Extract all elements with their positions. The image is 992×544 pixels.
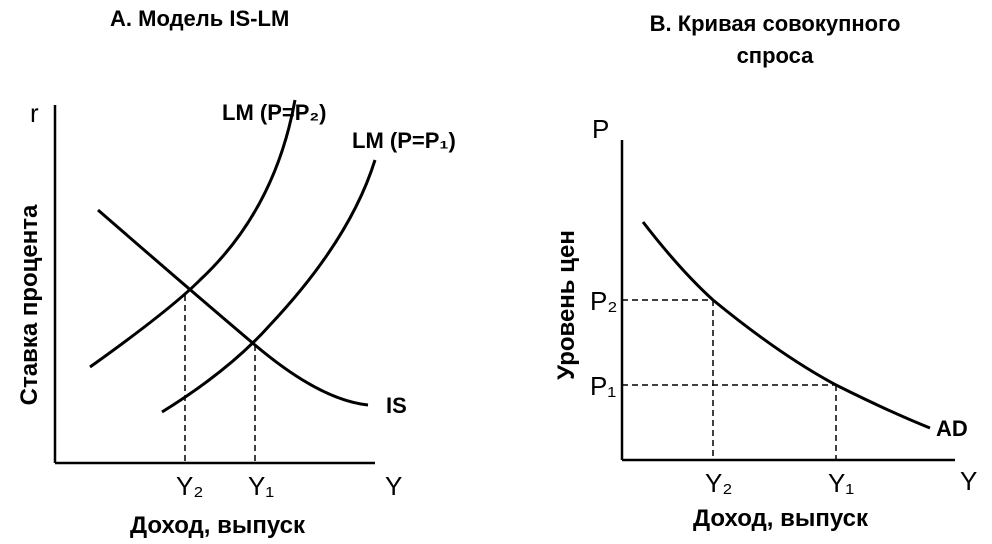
is-curve — [97, 208, 369, 407]
x-tick-label: Y₁ — [828, 468, 855, 498]
y-tick-label: P₂ — [590, 286, 618, 316]
axis-symbol: Y — [385, 471, 403, 501]
lm-p1-curve — [161, 159, 377, 414]
axis-symbol: Y — [960, 466, 978, 496]
panel-title: А. Модель IS-LM — [110, 6, 290, 31]
y-tick-label: P₁ — [590, 371, 617, 401]
x-tick-label: Y₁ — [248, 471, 275, 501]
x-tick-label: Y₂ — [705, 468, 733, 498]
y-axis-label: Уровень цен — [553, 230, 580, 380]
axis-symbol: r — [30, 98, 39, 128]
lm-p2-curve — [89, 99, 297, 369]
curve-label: IS — [386, 393, 407, 418]
y-axis-label: Ставка процента — [16, 204, 43, 406]
curve-label: LM (P=P₂) — [222, 100, 327, 125]
x-tick-label: Y₂ — [176, 471, 204, 501]
x-axis-label: Доход, выпуск — [130, 512, 305, 539]
ad-curve — [641, 221, 931, 430]
curve-label: LM (P=P₁) — [352, 128, 456, 153]
panel-title: В. Кривая совокупного спроса — [649, 11, 901, 68]
x-axis-label: Доход, выпуск — [693, 505, 868, 532]
curve-label: AD — [936, 416, 968, 441]
axis-symbol: P — [592, 114, 610, 144]
